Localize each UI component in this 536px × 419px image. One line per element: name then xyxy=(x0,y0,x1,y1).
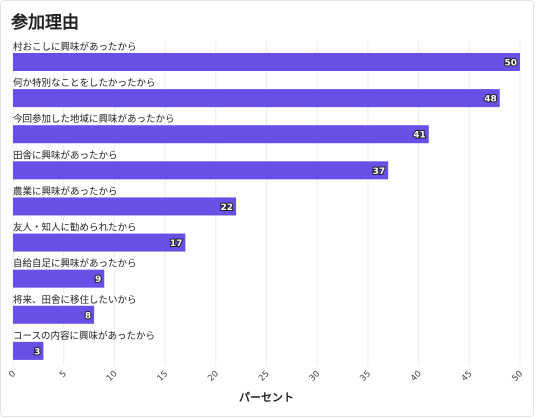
value-label: 3 xyxy=(34,347,40,357)
category-label: コースの内容に興味があったから xyxy=(13,330,155,342)
x-tick-label: 10 xyxy=(105,369,120,384)
bars: 村おこしに興味があったから 50 何か特別なことをしたかったから 48 今回参加した地域… xyxy=(13,41,520,360)
value-label: 22 xyxy=(221,203,234,213)
category-label: 何か特別なことをしたかったから xyxy=(13,77,156,89)
category-label: 田舎に興味があったから xyxy=(13,149,118,161)
x-axis-ticks: 0 5 10 15 20 25 30 35 40 45 50 xyxy=(7,369,525,384)
x-tick-label: 30 xyxy=(308,369,323,384)
x-tick-label: 15 xyxy=(155,369,170,384)
value-label: 8 xyxy=(85,311,91,321)
category-label: 友人・知人に勧められたから xyxy=(13,222,137,234)
bar xyxy=(13,233,186,252)
x-tick-label: 0 xyxy=(7,369,18,380)
value-label: 50 xyxy=(504,59,517,69)
category-label: 農業に興味があったから xyxy=(13,185,118,197)
value-label: 17 xyxy=(170,239,183,249)
bar xyxy=(13,197,237,216)
value-label: 41 xyxy=(413,131,426,141)
value-label: 9 xyxy=(95,275,101,285)
category-label: 将来、田舎に移住したいから xyxy=(13,294,137,306)
bar xyxy=(13,125,429,144)
x-tick-label: 20 xyxy=(206,369,221,384)
x-axis-title: パーセント xyxy=(239,391,294,404)
bar xyxy=(13,341,44,360)
x-tick-label: 5 xyxy=(58,369,69,380)
value-label: 37 xyxy=(373,167,386,177)
category-label: 自給自足に興味があったから xyxy=(13,258,137,270)
category-label: 今回参加した地域に興味があったから xyxy=(13,113,175,125)
category-label: 村おこしに興味があったから xyxy=(13,41,137,53)
bar xyxy=(13,161,389,180)
x-tick-label: 35 xyxy=(358,369,373,384)
x-tick-label: 50 xyxy=(510,369,525,384)
x-tick-label: 40 xyxy=(409,369,424,384)
bar xyxy=(13,305,95,324)
x-tick-label: 45 xyxy=(460,369,475,384)
bar xyxy=(13,53,520,71)
bar xyxy=(13,89,500,108)
bar xyxy=(13,269,105,288)
x-tick-label: 25 xyxy=(257,369,272,384)
chart-title: 参加理由 xyxy=(11,13,79,33)
value-label: 48 xyxy=(484,95,497,105)
